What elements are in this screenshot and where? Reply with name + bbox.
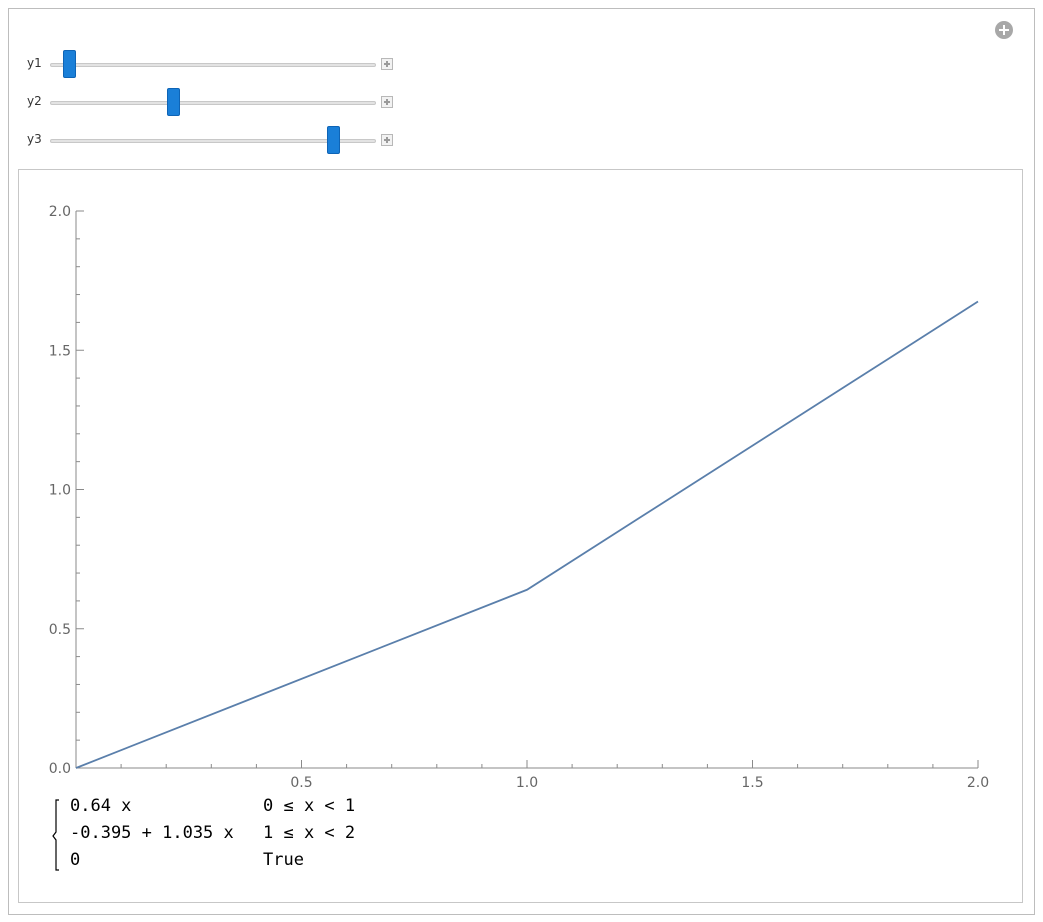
slider-row-y1: y1 — [0, 49, 420, 79]
piecewise-row: 0.64 x 0 ≤ x < 1 — [70, 796, 370, 822]
piecewise-expr: -0.395 + 1.035 x — [70, 823, 234, 843]
output-panel — [18, 169, 1023, 903]
piecewise-expr: 0 — [70, 850, 81, 870]
y-tick-label: 2.0 — [49, 204, 71, 220]
slider-track-y3[interactable] — [50, 139, 376, 143]
piecewise-expr: 0.64 x — [70, 796, 132, 816]
slider-track-y2[interactable] — [50, 101, 376, 105]
slider-row-y3: y3 — [0, 125, 420, 155]
x-tick-label: 1.0 — [516, 775, 538, 791]
slider-label-y3: y3 — [27, 132, 42, 146]
piecewise-brace — [52, 799, 59, 871]
x-tick-label: 1.5 — [741, 775, 763, 791]
expand-icon[interactable] — [381, 58, 393, 70]
y-tick-label: 0.5 — [49, 622, 71, 638]
piecewise-row: 0 True — [70, 850, 370, 876]
series-line — [75, 300, 979, 769]
piecewise-cond: 1 ≤ x < 2 — [263, 823, 356, 843]
slider-track-y1[interactable] — [50, 63, 376, 67]
y-tick-label: 1.5 — [49, 343, 71, 359]
slider-thumb-y2[interactable] — [167, 88, 181, 116]
slider-label-y2: y2 — [27, 94, 42, 108]
x-tick-label: 2.0 — [967, 775, 989, 791]
y-tick-label: 0.0 — [49, 761, 71, 777]
slider-label-y1: y1 — [27, 56, 42, 70]
expand-icon[interactable] — [381, 134, 393, 146]
x-tick-label: 0.5 — [290, 775, 312, 791]
piecewise-cond: True — [263, 850, 304, 870]
slider-thumb-y3[interactable] — [327, 126, 341, 154]
expand-icon[interactable] — [381, 96, 393, 108]
add-icon[interactable] — [995, 21, 1013, 39]
piecewise-formula: 0.64 x 0 ≤ x < 1 -0.395 + 1.035 x 1 ≤ x … — [50, 796, 370, 876]
piecewise-row: -0.395 + 1.035 x 1 ≤ x < 2 — [70, 823, 370, 849]
piecewise-cond: 0 ≤ x < 1 — [263, 796, 356, 816]
y-tick-label: 1.0 — [49, 483, 71, 499]
slider-thumb-y1[interactable] — [63, 50, 77, 78]
slider-row-y2: y2 — [0, 87, 420, 117]
